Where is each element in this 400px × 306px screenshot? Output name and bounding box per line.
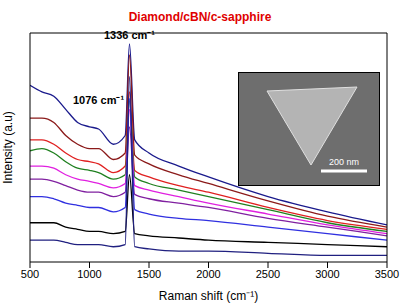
svg-text:1076 cm⁻¹: 1076 cm⁻¹ — [73, 94, 124, 106]
svg-text:2500: 2500 — [256, 268, 280, 280]
html-text:Diamond/cBN/c-sapphire: Diamond/cBN/c-sapphire — [128, 10, 272, 24]
svg-text:Raman shift (cm⁻¹): Raman shift (cm⁻¹) — [159, 289, 258, 303]
svg-text:3500: 3500 — [375, 268, 392, 280]
svg-text:Intensity (a.u): Intensity (a.u) — [8, 111, 15, 184]
svg-text:200 nm: 200 nm — [329, 157, 359, 167]
svg-text:1000: 1000 — [77, 268, 101, 280]
svg-text:3000: 3000 — [315, 268, 339, 280]
svg-text:500: 500 — [21, 268, 39, 280]
svg-text:1336 cm⁻¹: 1336 cm⁻¹ — [104, 29, 155, 41]
svg-text:2000: 2000 — [196, 268, 220, 280]
svg-text:1500: 1500 — [137, 268, 161, 280]
